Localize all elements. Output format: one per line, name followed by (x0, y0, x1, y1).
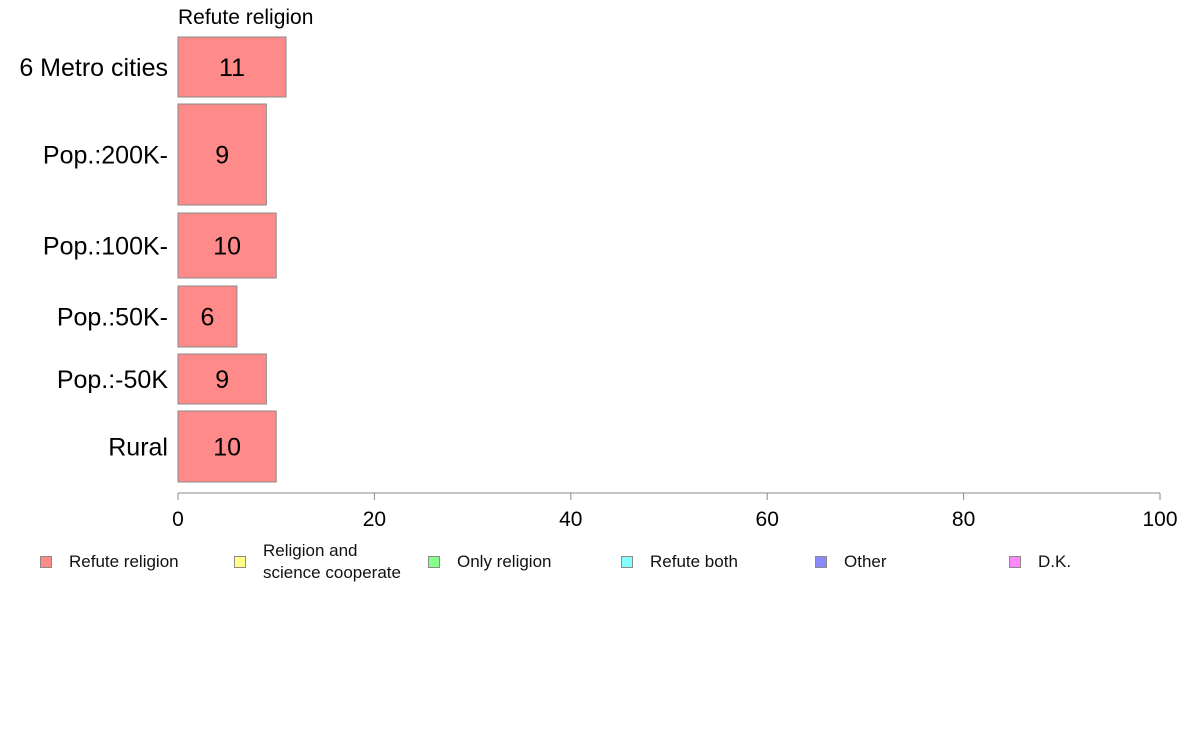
bar (177, 285, 238, 348)
category-label: Rural (108, 434, 168, 462)
legend-swatch (1009, 556, 1021, 568)
legend-label: Only religion (457, 552, 552, 571)
x-tick-label: 0 (172, 508, 184, 531)
bar (177, 410, 277, 483)
category-label: Pop.:-50K (57, 366, 169, 394)
legend-swatch (621, 556, 633, 568)
bar-data-label: 6 (201, 304, 215, 332)
legend-swatch (40, 556, 52, 568)
x-tick-label: 100 (1142, 508, 1177, 531)
bar (177, 212, 277, 279)
x-tick-label: 60 (756, 508, 779, 531)
legend-item-refute-religion: Refute religion (40, 540, 179, 584)
legend: Refute religion Religion and science coo… (0, 540, 1188, 600)
x-tick-label: 40 (559, 508, 582, 531)
bar (177, 36, 287, 98)
legend-item-dk: D.K. (1009, 540, 1071, 584)
bar-data-label: 10 (213, 233, 241, 261)
legend-item-religion-and-science-cooperate: Religion and science cooperate (234, 540, 401, 584)
category-label: 6 Metro cities (19, 54, 168, 82)
category-label: Pop.:100K- (43, 233, 168, 261)
legend-item-other: Other (815, 540, 887, 584)
category-label: Pop.:50K- (57, 304, 168, 332)
legend-item-only-religion: Only religion (428, 540, 552, 584)
legend-item-refute-both: Refute both (621, 540, 738, 584)
legend-label: Religion and science cooperate (263, 541, 401, 582)
legend-swatch (428, 556, 440, 568)
legend-swatch (234, 556, 246, 568)
x-tick-label: 20 (363, 508, 386, 531)
bar-data-label: 10 (213, 434, 241, 462)
bar (177, 103, 267, 206)
bar-data-label: 9 (215, 142, 229, 170)
category-label: Pop.:200K- (43, 142, 168, 170)
bar-data-label: 9 (215, 366, 229, 394)
x-tick-label: 80 (952, 508, 975, 531)
bar (177, 353, 267, 405)
legend-swatch (815, 556, 827, 568)
bar-data-label: 11 (219, 54, 245, 82)
legend-label: Other (844, 552, 887, 571)
legend-label: Refute religion (69, 552, 179, 571)
chart-title: Refute religion (178, 6, 314, 29)
legend-label: D.K. (1038, 552, 1072, 571)
legend-label: Refute both (650, 552, 738, 571)
